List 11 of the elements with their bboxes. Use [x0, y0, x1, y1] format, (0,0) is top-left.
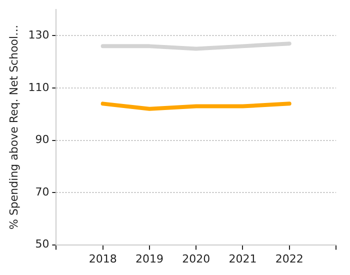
y-axis-title: % Spending above Req. Net School… — [7, 24, 20, 230]
y-tick-label: 70 — [35, 185, 50, 198]
y-tick-label: 130 — [28, 28, 50, 42]
x-tick-label: 2022 — [275, 252, 304, 266]
x-tick-label: 2021 — [228, 252, 257, 266]
x-tick-label: 2020 — [182, 252, 210, 266]
x-tick-label: 2019 — [135, 252, 164, 266]
y-tick-label: 90 — [35, 133, 50, 146]
y-tick-label: 110 — [28, 80, 50, 94]
x-tick-label: 2018 — [88, 252, 117, 266]
y-tick-label: 50 — [35, 238, 50, 251]
